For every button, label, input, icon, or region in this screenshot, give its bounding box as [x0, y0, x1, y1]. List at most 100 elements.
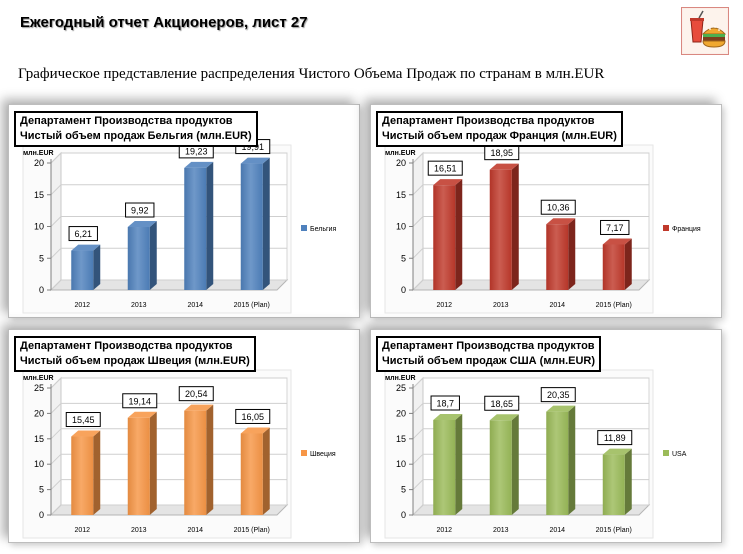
bar-side	[262, 427, 270, 515]
data-label-box	[65, 412, 101, 428]
x-tick-label: 2014	[549, 527, 565, 534]
data-label-text: 20,35	[547, 390, 570, 400]
legend-label: Франция	[672, 226, 701, 233]
panel-header: Департамент Производства продуктов Чисты…	[14, 111, 258, 147]
panel-header: Департамент Производства продуктов Чисты…	[14, 336, 256, 372]
legend-label: Швеция	[310, 451, 336, 458]
bar-top	[546, 405, 576, 412]
legend-label: USA	[672, 451, 687, 458]
panel-department: Департамент Производства продуктов	[20, 115, 233, 127]
data-label: 18,7	[430, 395, 460, 411]
panel-chart-title: Чистый объем продаж Швеция (млн.EUR)	[20, 355, 250, 367]
data-label: 18,95	[484, 145, 520, 161]
y-tick-label: 5	[39, 485, 44, 495]
data-label-text: 18,7	[436, 399, 454, 409]
bar-top	[489, 414, 519, 421]
bar-top	[127, 411, 157, 418]
data-label-text: 15,45	[72, 415, 95, 425]
bar	[433, 414, 463, 515]
data-label: 16,51	[427, 160, 463, 176]
data-label: 9,92	[125, 202, 155, 218]
x-tick-label: 2013	[131, 302, 147, 309]
y-tick-label: 0	[401, 285, 406, 295]
y-tick-label: 5	[401, 485, 406, 495]
x-tick-label: 2012	[74, 527, 90, 534]
panel-header: Департамент Производства продуктов Чисты…	[376, 111, 623, 147]
side-wall	[412, 376, 424, 517]
y-tick-label: 15	[34, 434, 44, 444]
bar-front	[546, 411, 569, 515]
x-tick-label: 2013	[131, 527, 147, 534]
y-tick-label: 10	[396, 459, 406, 469]
data-label-box	[235, 408, 271, 424]
x-tick-label: 2015 (Plan)	[596, 302, 632, 309]
bar-top	[602, 448, 632, 455]
y-tick-label: 20	[34, 408, 44, 418]
y-tick-label: 20	[396, 158, 406, 168]
panel-department: Департамент Производства продуктов	[382, 340, 595, 352]
data-label: 7,17	[600, 219, 630, 235]
y-tick-label: 10	[34, 459, 44, 469]
panel-chart-title: Чистый объем продаж США (млн.EUR)	[382, 355, 596, 367]
bar-top	[433, 414, 463, 421]
bar-top	[184, 404, 214, 411]
bar	[184, 161, 214, 290]
bar-front	[240, 163, 263, 290]
gridline	[50, 184, 62, 196]
panel-chart-title: Чистый объем продаж Бельгия (млн.EUR)	[20, 130, 252, 142]
gridline	[412, 247, 424, 259]
data-label: 6,21	[68, 226, 98, 242]
data-label: 11,89	[597, 430, 633, 446]
data-label: 18,65	[484, 395, 520, 411]
data-label-text: 18,95	[490, 148, 513, 158]
x-tick-label: 2015 (Plan)	[234, 302, 270, 309]
x-tick-label: 2015 (Plan)	[234, 527, 270, 534]
data-label-box	[430, 395, 460, 411]
bar-side	[624, 238, 632, 290]
gridline	[50, 479, 62, 490]
data-label-text: 19,23	[185, 146, 208, 156]
data-label-text: 16,05	[241, 412, 264, 422]
y-tick-label: 5	[39, 253, 44, 263]
gridline	[412, 504, 424, 516]
gridline	[50, 428, 62, 440]
bar-top	[433, 179, 463, 186]
bar	[546, 218, 576, 290]
bar-front	[489, 420, 512, 515]
bar	[184, 404, 214, 515]
y-tick-label: 10	[34, 222, 44, 232]
data-label-text: 16,51	[434, 164, 457, 174]
bar	[602, 238, 632, 290]
bar-front	[71, 250, 94, 290]
gridline	[412, 184, 424, 196]
y-tick-label: 15	[396, 190, 406, 200]
gridline	[412, 279, 424, 291]
gridline	[50, 152, 62, 164]
x-tick-label: 2012	[436, 302, 452, 309]
gridline	[412, 216, 424, 227]
y-axis-unit: млн.EUR	[385, 150, 416, 157]
bar-front	[240, 433, 263, 515]
data-label-box	[427, 160, 463, 176]
legend-swatch	[301, 450, 307, 456]
data-label-box	[540, 387, 576, 403]
data-label-box	[540, 199, 576, 215]
bar	[240, 427, 270, 515]
gridline	[412, 479, 424, 490]
bar-side	[568, 405, 576, 515]
page-subtitle: Графическое представление распределения …	[18, 66, 605, 82]
data-label-text: 19,91	[241, 142, 264, 152]
legend-label: Бельгия	[310, 226, 336, 233]
y-axis-unit: млн.EUR	[23, 375, 54, 382]
gridline	[412, 152, 424, 164]
bar	[127, 221, 157, 290]
bar-side	[511, 163, 519, 290]
y-tick-label: 0	[401, 510, 406, 520]
data-label-text: 10,36	[547, 203, 570, 213]
legend-swatch	[663, 450, 669, 456]
bar-top	[602, 238, 632, 245]
y-tick-label: 15	[34, 190, 44, 200]
